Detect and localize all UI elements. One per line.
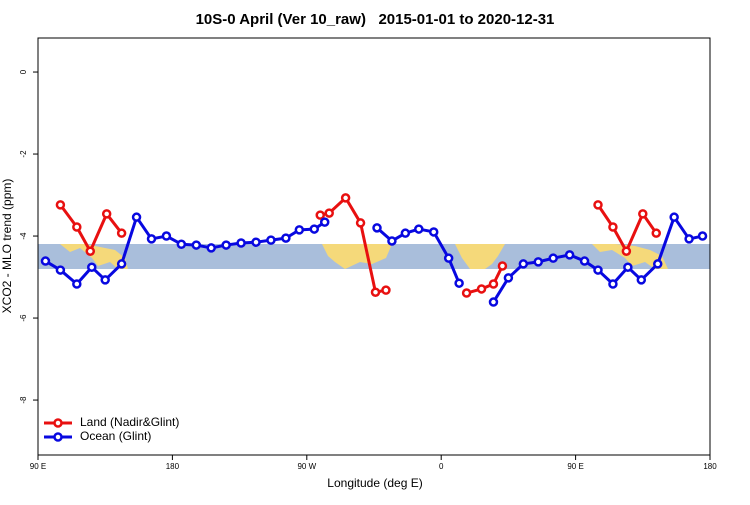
data-point xyxy=(85,246,96,256)
x-tick-label: 180 xyxy=(166,462,180,471)
data-point xyxy=(488,297,499,307)
x-tick-label: 180 xyxy=(703,462,717,471)
x-tick-label: 90 W xyxy=(297,462,316,471)
data-point xyxy=(55,200,66,210)
data-point xyxy=(608,222,618,232)
data-point xyxy=(87,262,97,272)
data-point xyxy=(55,265,66,275)
data-point xyxy=(236,238,246,248)
y-tick-label: -6 xyxy=(19,314,28,322)
x-tick-label: 0 xyxy=(439,462,444,471)
data-point xyxy=(72,222,82,232)
data-point xyxy=(593,200,603,210)
data-point xyxy=(72,279,82,289)
x-tick-label: 90 E xyxy=(30,462,46,471)
data-point xyxy=(608,279,618,289)
plot-frame xyxy=(37,37,711,456)
data-point xyxy=(461,288,472,298)
legend-label: Ocean (Glint) xyxy=(80,429,151,443)
data-point xyxy=(206,243,216,253)
data-point xyxy=(428,227,439,237)
data-point xyxy=(370,287,381,297)
land-patch xyxy=(455,244,505,269)
land-patch xyxy=(60,244,128,269)
data-point xyxy=(266,235,276,245)
data-point xyxy=(251,237,261,247)
data-point xyxy=(593,265,603,275)
y-tick-label: -2 xyxy=(19,150,28,158)
data-point xyxy=(636,275,647,285)
data-point xyxy=(100,275,110,285)
data-point xyxy=(281,233,291,243)
data-point xyxy=(488,279,499,289)
data-point xyxy=(579,256,590,266)
data-point xyxy=(176,239,187,249)
data-point xyxy=(652,259,663,269)
data-point xyxy=(651,228,661,238)
y-tick-label: -8 xyxy=(19,396,28,404)
data-point xyxy=(116,228,127,238)
data-point xyxy=(381,285,391,295)
data-point xyxy=(697,231,708,241)
y-tick-label: -4 xyxy=(19,232,28,240)
data-point xyxy=(476,284,487,294)
data-point xyxy=(40,256,51,266)
data-point xyxy=(533,257,544,267)
data-point xyxy=(623,262,633,272)
data-point xyxy=(454,278,464,288)
data-point xyxy=(564,250,575,260)
legend-label: Land (Nadir&Glint) xyxy=(80,415,179,429)
data-point xyxy=(324,208,334,218)
data-point xyxy=(518,259,529,269)
x-tick-label: 90 E xyxy=(567,462,583,471)
data-point xyxy=(414,224,424,234)
data-point xyxy=(319,217,330,227)
data-point xyxy=(669,212,679,222)
data-point xyxy=(161,231,172,241)
y-tick-label: 0 xyxy=(19,69,28,74)
data-point xyxy=(101,209,112,219)
y-axis-label: XCO2 - MLO trend (ppm) xyxy=(0,179,14,314)
data-point xyxy=(191,240,202,250)
data-point xyxy=(340,193,351,203)
data-point xyxy=(621,246,632,256)
legend-marker xyxy=(53,418,63,428)
data-point xyxy=(372,223,382,233)
data-point xyxy=(315,210,325,220)
x-axis-label: Longitude (deg E) xyxy=(327,476,422,490)
data-point xyxy=(497,261,508,271)
data-point xyxy=(443,253,454,263)
data-point xyxy=(131,212,142,222)
data-point xyxy=(548,253,558,263)
land-patch xyxy=(322,244,392,269)
legend-marker xyxy=(53,432,63,442)
data-point xyxy=(221,240,231,250)
data-point xyxy=(684,234,694,244)
land-patch xyxy=(592,244,668,269)
data-point xyxy=(309,224,320,234)
data-point xyxy=(503,273,514,283)
data-point xyxy=(116,259,127,269)
data-point xyxy=(355,218,366,228)
data-point xyxy=(294,225,305,235)
data-point xyxy=(387,236,397,246)
data-point xyxy=(146,234,157,244)
chart-title: 10S-0 April (Ver 10_raw) 2015-01-01 to 2… xyxy=(196,11,555,28)
data-point xyxy=(638,209,648,219)
data-point xyxy=(400,228,411,238)
map-band xyxy=(38,244,710,269)
